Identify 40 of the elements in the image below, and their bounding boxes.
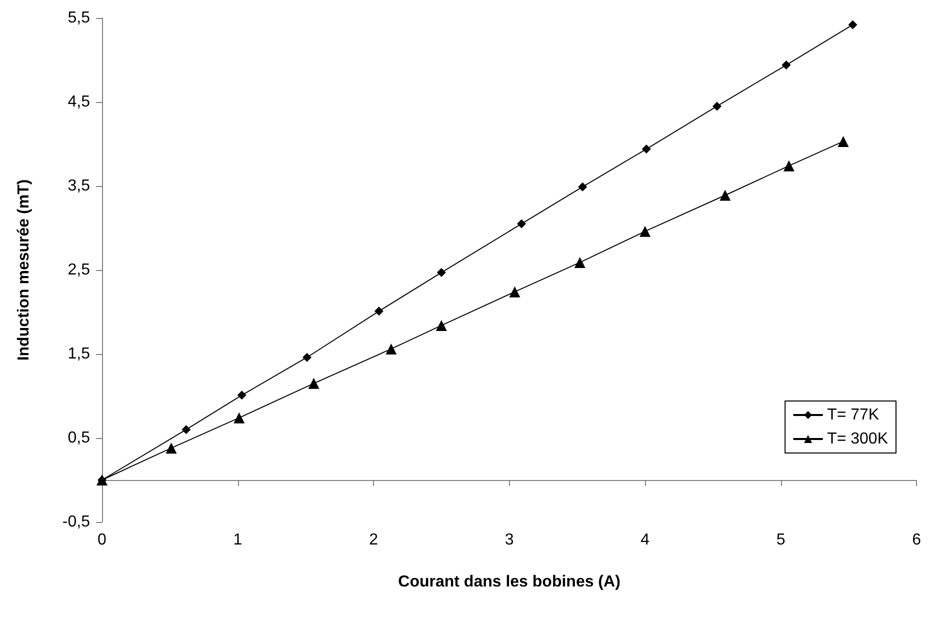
point bbox=[574, 256, 586, 268]
point bbox=[783, 160, 794, 172]
point bbox=[838, 136, 849, 147]
x-tick-label: 1 bbox=[233, 532, 242, 548]
y-tick-label: 1,5 bbox=[68, 346, 90, 362]
point bbox=[374, 306, 384, 316]
x-axis-title: Courant dans les bobines (A) bbox=[398, 574, 620, 590]
point bbox=[166, 442, 177, 454]
point bbox=[302, 352, 312, 362]
legend-label: T= 77K bbox=[827, 406, 880, 424]
x-tick-label: 3 bbox=[504, 532, 514, 548]
point bbox=[386, 343, 397, 354]
point bbox=[237, 390, 246, 400]
point bbox=[640, 226, 651, 237]
point bbox=[308, 378, 320, 389]
point bbox=[516, 219, 526, 228]
point bbox=[509, 286, 520, 298]
x-tick-label: 5 bbox=[776, 532, 786, 548]
point bbox=[578, 182, 588, 192]
y-tick-label: 4,5 bbox=[68, 94, 90, 110]
point bbox=[234, 412, 245, 424]
x-tick-label: 0 bbox=[98, 532, 107, 548]
legend-label: T= 300K bbox=[827, 430, 888, 448]
y-tick-label: -0,5 bbox=[62, 514, 90, 530]
x-tick-label: 4 bbox=[640, 532, 650, 548]
point bbox=[720, 190, 731, 201]
point bbox=[182, 425, 191, 434]
y-axis-title: Induction mesurée (mT) bbox=[16, 179, 32, 361]
x-tick-label: 2 bbox=[369, 532, 378, 548]
point bbox=[712, 102, 722, 111]
y-tick-label: 5,5 bbox=[68, 10, 90, 26]
point bbox=[848, 20, 858, 30]
point bbox=[436, 320, 447, 331]
point bbox=[642, 144, 651, 154]
x-tick-label: 6 bbox=[912, 532, 922, 548]
point bbox=[436, 268, 446, 278]
y-tick-label: 0,5 bbox=[68, 430, 90, 446]
y-tick-label: 3,5 bbox=[68, 178, 90, 194]
point bbox=[782, 60, 791, 70]
y-tick-label: 2,5 bbox=[68, 262, 90, 278]
